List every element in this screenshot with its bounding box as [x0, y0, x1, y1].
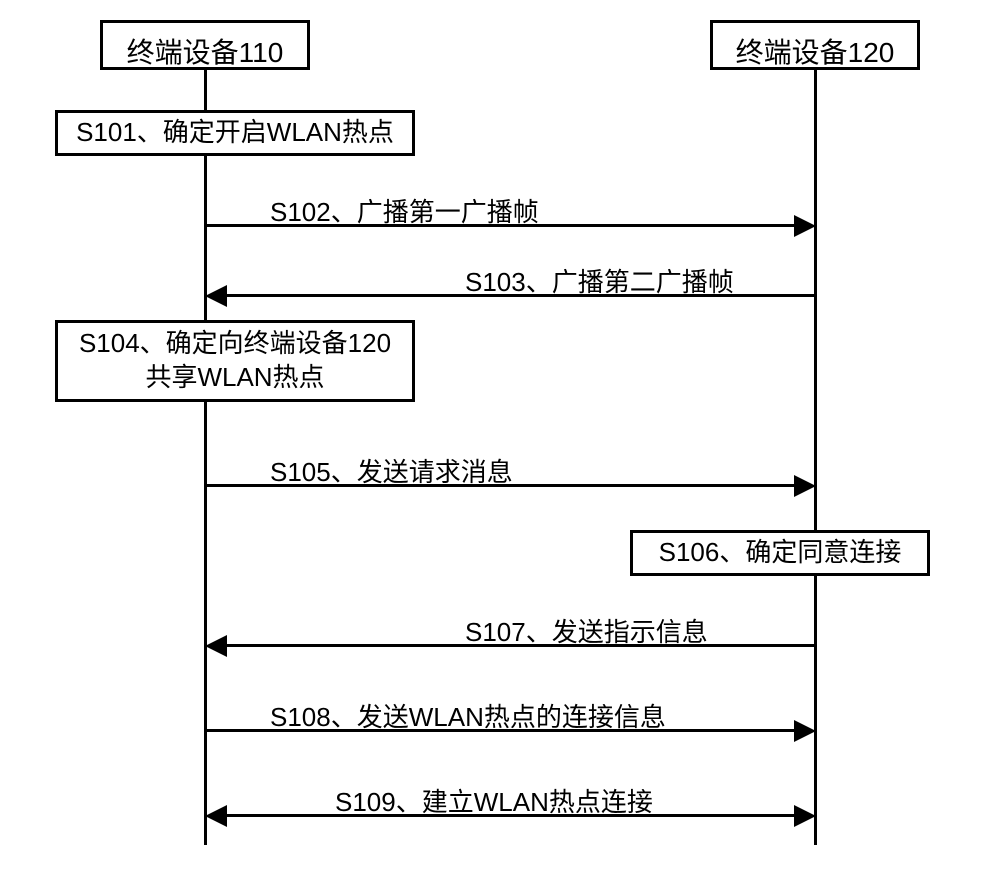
- activity-s106: S106、确定同意连接: [630, 530, 930, 576]
- msg-s103-head: [205, 285, 227, 307]
- msg-s108-head: [794, 720, 816, 742]
- msg-s109-head-left: [205, 805, 227, 827]
- msg-s105-line: [207, 484, 797, 487]
- participant-110: 终端设备110: [100, 20, 310, 70]
- participant-120: 终端设备120: [710, 20, 920, 70]
- msg-s108-line: [207, 729, 797, 732]
- msg-s103-line: [224, 294, 814, 297]
- participant-110-label: 终端设备110: [127, 37, 284, 68]
- activity-s106-text: S106、确定同意连接: [659, 536, 902, 570]
- msg-s109-head-right: [794, 805, 816, 827]
- msg-s102-line: [207, 224, 797, 227]
- activity-s104: S104、确定向终端设备120 共享WLAN热点: [55, 320, 415, 402]
- msg-s105-head: [794, 475, 816, 497]
- activity-s104-line2: 共享WLAN热点: [145, 361, 324, 395]
- msg-s107-head: [205, 635, 227, 657]
- msg-s109-line: [224, 814, 797, 817]
- activity-s104-line1: S104、确定向终端设备120: [79, 327, 391, 361]
- msg-s107-line: [224, 644, 814, 647]
- msg-s102-head: [794, 215, 816, 237]
- activity-s101-text: S101、确定开启WLAN热点: [76, 116, 394, 150]
- activity-s101: S101、确定开启WLAN热点: [55, 110, 415, 156]
- sequence-diagram: 终端设备110 终端设备120 S101、确定开启WLAN热点 S104、确定向…: [50, 20, 950, 850]
- participant-120-label: 终端设备120: [736, 37, 895, 68]
